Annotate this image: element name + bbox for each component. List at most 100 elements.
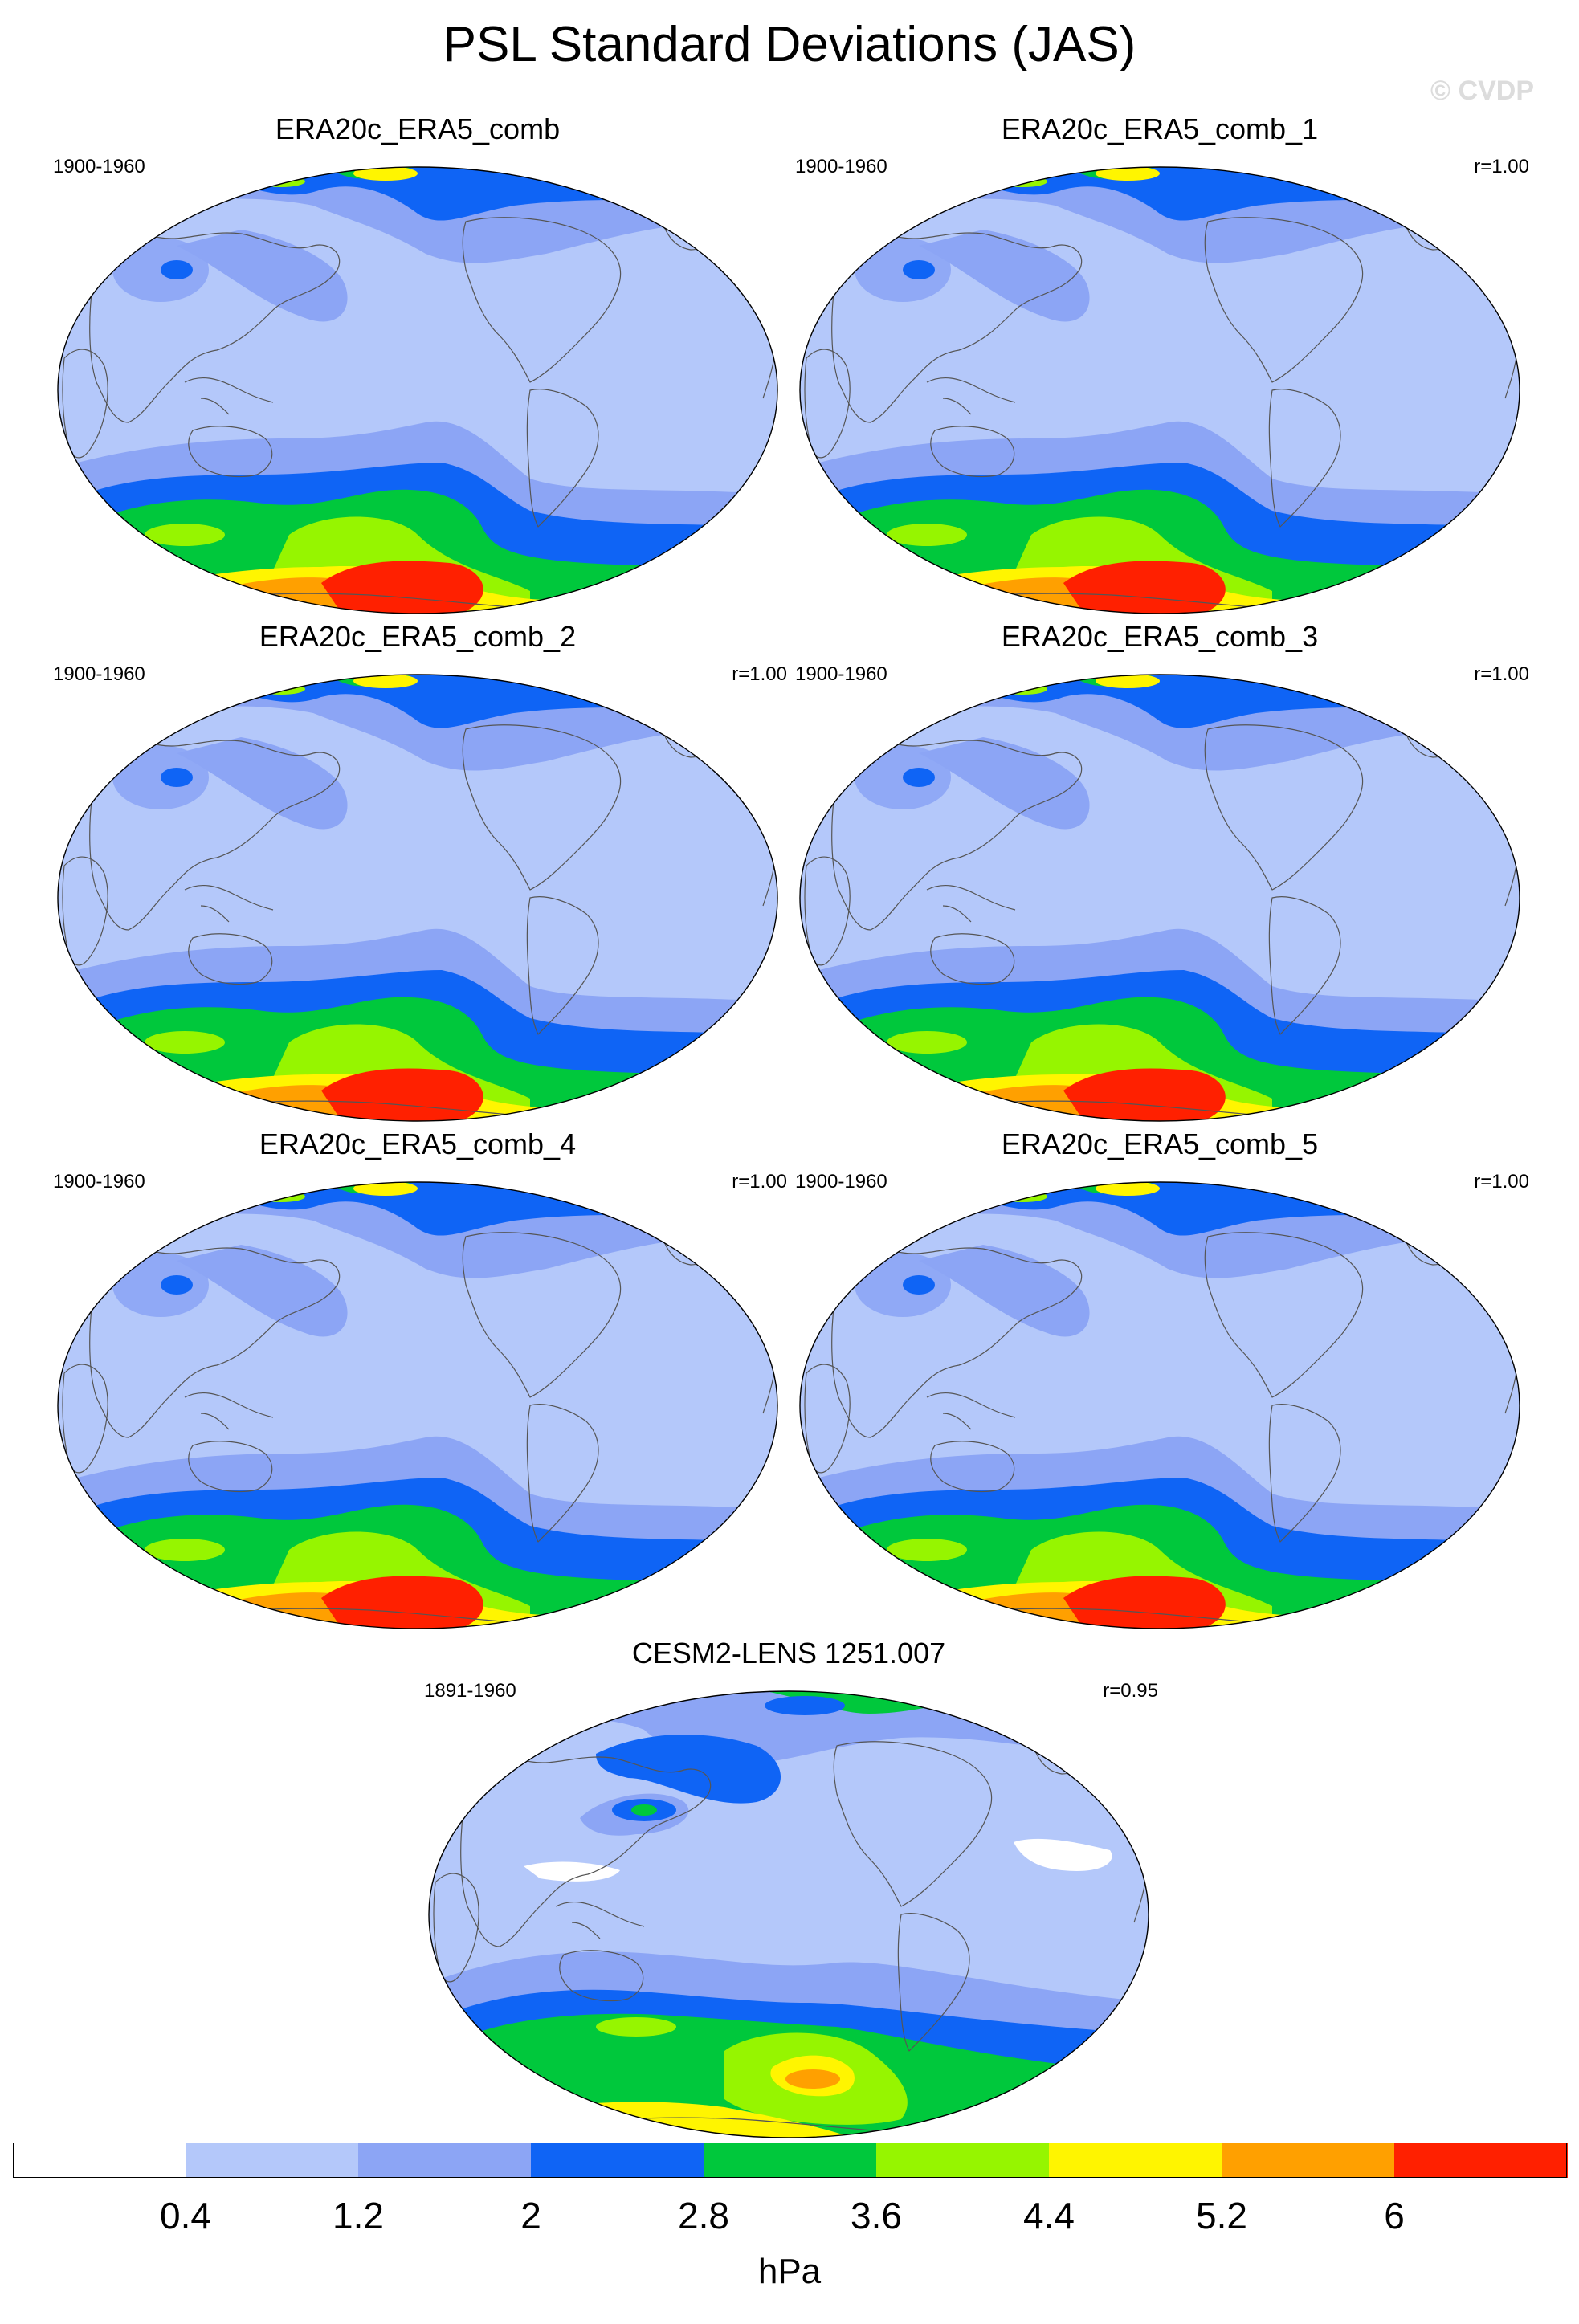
sd-fill-lime-north xyxy=(257,683,305,695)
panel-correlation: r=0.95 xyxy=(1103,1680,1158,1702)
coast-africa xyxy=(433,1873,479,1983)
coast-north-america xyxy=(1204,724,1364,891)
colorbar-box xyxy=(13,2143,186,2178)
map-frame xyxy=(799,674,1520,1122)
coast-africa xyxy=(62,1364,108,1474)
panel-correlation: r=1.00 xyxy=(1474,663,1529,685)
sd-fill-white-2 xyxy=(1014,1838,1112,1871)
coast-north-america xyxy=(462,724,622,891)
panel-period: 1900-1960 xyxy=(795,1171,887,1193)
panel-period: 1900-1960 xyxy=(53,1171,145,1193)
coast-south-america xyxy=(897,1913,970,2052)
coast-eurasia xyxy=(460,1756,712,1947)
map-fill-group xyxy=(800,1182,1520,1629)
coast-north-america xyxy=(1204,217,1364,383)
world-map-sd xyxy=(799,166,1520,614)
coast-south-america xyxy=(526,389,599,528)
sd-fill-yellow-north xyxy=(1096,675,1160,688)
coast-north-america xyxy=(833,1741,993,1907)
panel-title: ERA20c_ERA5_comb_3 xyxy=(1001,620,1319,653)
sd-fill-tongue xyxy=(177,737,348,830)
sd-fill-eurasia-core xyxy=(903,768,935,787)
panel-period: 1900-1960 xyxy=(53,156,145,177)
coast-indonesia xyxy=(184,885,274,923)
coast-north-america xyxy=(1204,1232,1364,1398)
sd-fill-yellow-north xyxy=(1096,167,1160,181)
sd-fill-red-south-2 xyxy=(971,1612,1019,1625)
sd-fill-red-south-2 xyxy=(971,597,1019,610)
colorbar-box xyxy=(1049,2143,1222,2178)
sd-fill-lime-south xyxy=(887,1031,967,1054)
sd-fill-blue-north xyxy=(765,1696,845,1715)
map-frame xyxy=(57,1181,778,1629)
map-frame xyxy=(57,674,778,1122)
colorbar-units: hPa xyxy=(757,2252,822,2291)
map-fill-group xyxy=(800,167,1520,614)
world-map-sd xyxy=(799,674,1520,1122)
coast-eurasia xyxy=(89,1247,341,1438)
map-frame xyxy=(799,1181,1520,1629)
sd-fill-red-south-2 xyxy=(229,1612,277,1625)
coast-south-america xyxy=(1268,389,1341,528)
sd-fill-lime-north xyxy=(257,1191,305,1202)
sd-fill-red-south xyxy=(1063,1576,1226,1629)
sd-fill-green-pacific xyxy=(631,1804,657,1816)
colorbar-box xyxy=(704,2143,877,2178)
panel-period: 1900-1960 xyxy=(795,663,887,685)
panel-correlation: r=1.00 xyxy=(732,1171,787,1193)
map-panel: ERA20c_ERA5_comb_2 1900-1960 r=1.00 xyxy=(48,620,787,1134)
coast-indonesia xyxy=(926,1392,1016,1430)
coast-africa xyxy=(804,349,851,459)
sd-fill-tongue xyxy=(919,737,1090,830)
coast-indonesia xyxy=(184,377,274,415)
colorbar-tick-label: 3.6 xyxy=(851,2195,902,2236)
coast-north-america xyxy=(462,217,622,383)
colorbar-tick-label: 2 xyxy=(520,2195,541,2236)
map-panel: ERA20c_ERA5_comb_5 1900-1960 r=1.00 xyxy=(790,1127,1529,1641)
coast-eurasia xyxy=(831,232,1083,423)
coast-eurasia xyxy=(831,740,1083,931)
sd-fill-green-north xyxy=(548,1691,998,1714)
sd-fill-lime-south xyxy=(145,524,225,546)
sd-fill-red-south xyxy=(1063,1068,1226,1121)
coast-eurasia xyxy=(831,1247,1083,1438)
sd-fill-red-south xyxy=(321,1576,483,1629)
panel-title: ERA20c_ERA5_comb_5 xyxy=(1001,1127,1319,1160)
sd-fill-lime-north xyxy=(999,1191,1047,1202)
colorbar xyxy=(13,2143,1568,2178)
map-fill-group xyxy=(800,675,1520,1121)
sd-fill-tongue xyxy=(919,230,1090,322)
sd-fill-yellow-north xyxy=(1096,1182,1160,1196)
sd-fill-lime-north xyxy=(257,176,305,187)
sd-fill-eurasia-core xyxy=(161,260,193,279)
sd-fill-lime-north xyxy=(999,176,1047,187)
panel-period: 1900-1960 xyxy=(53,663,145,685)
sd-fill-tongue xyxy=(177,230,348,322)
sd-fill-orange-south xyxy=(785,2069,840,2089)
colorbar-tick-label: 1.2 xyxy=(333,2195,384,2236)
panel-title: ERA20c_ERA5_comb_1 xyxy=(1001,112,1319,145)
sd-fill-white-1 xyxy=(524,1861,620,1882)
sd-fill-yellow-north xyxy=(353,675,418,688)
sd-fill-red-south xyxy=(1063,561,1226,614)
sd-fill-lime-south xyxy=(596,2017,676,2037)
colorbar-tick-label: 2.8 xyxy=(678,2195,729,2236)
panel-title: ERA20c_ERA5_comb_4 xyxy=(259,1127,577,1160)
colorbar-tick-label: 4.4 xyxy=(1023,2195,1075,2236)
map-fill-group xyxy=(58,675,777,1121)
map-panel: CESM2-LENS 1251.007 1891-1960 r=0.95 xyxy=(419,1637,1158,2151)
coast-north-america xyxy=(462,1232,622,1398)
sd-fill-eurasia-core xyxy=(903,260,935,279)
coast-australia xyxy=(188,933,273,985)
coast-australia xyxy=(930,426,1015,478)
coast-australia xyxy=(188,426,273,478)
world-map-sd xyxy=(57,166,778,614)
panel-correlation: r=1.00 xyxy=(1474,156,1529,177)
coast-indonesia xyxy=(555,1902,645,1939)
sd-fill-red-south xyxy=(321,561,483,614)
coast-africa xyxy=(62,856,108,966)
coast-australia xyxy=(188,1441,273,1493)
coast-south-america xyxy=(1268,1404,1341,1543)
world-map-sd xyxy=(799,1181,1520,1629)
panel-period: 1891-1960 xyxy=(424,1680,516,1702)
